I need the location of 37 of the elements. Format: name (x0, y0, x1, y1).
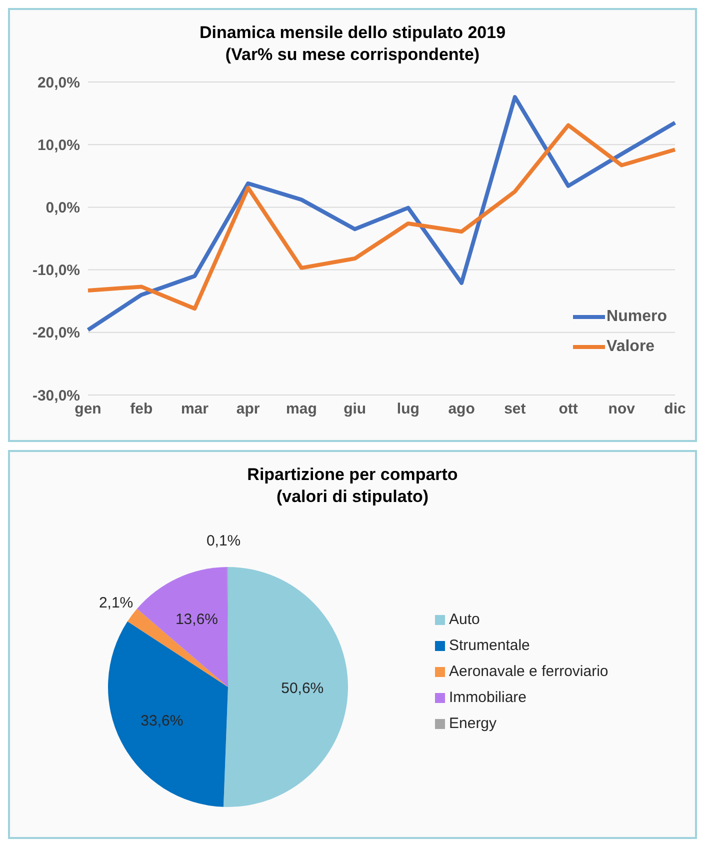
y-tick-label: 0,0% (46, 200, 80, 217)
legend-label: Numero (606, 307, 667, 327)
legend-label: Auto (449, 611, 480, 628)
legend-label: Aeronavale e ferroviario (449, 663, 608, 680)
chart-title: Ripartizione per comparto (246, 464, 459, 486)
x-tick-label: mar (180, 400, 209, 418)
x-tick-label: ott (558, 400, 578, 418)
data-label: 50,6% (281, 680, 324, 697)
x-tick-label: apr (236, 400, 260, 418)
data-label: 2,1% (98, 594, 134, 612)
legend-label: Strumentale (449, 637, 530, 654)
x-tick-label: set (504, 400, 526, 418)
x-tick-label: ago (448, 400, 475, 418)
data-label: 13,6% (175, 610, 218, 628)
legend-label: Immobiliare (449, 689, 527, 706)
x-tick-label: giu (344, 400, 366, 418)
data-label: 0,1% (206, 532, 241, 550)
x-tick-label: dic (664, 400, 686, 418)
y-tick-label: -20,0% (32, 324, 80, 342)
y-tick-label: -10,0% (32, 262, 80, 280)
chart-title: Dinamica mensile dello stipulato 2019 (198, 22, 507, 44)
legend-label: Valore (606, 337, 655, 357)
pie-slice (136, 567, 228, 687)
chart-subtitle: (Var% su mese corrispondente) (224, 44, 481, 66)
x-tick-label: feb (130, 400, 153, 418)
line-series (86, 123, 677, 311)
legend-label: Energy (449, 715, 497, 732)
y-tick-label: 20,0% (37, 74, 80, 92)
pie-slice (127, 608, 228, 687)
x-tick-label: lug (396, 400, 420, 418)
x-tick-label: mag (286, 400, 317, 418)
pie-slice (223, 567, 348, 807)
chart-subtitle: (valori di stipulato) (275, 486, 430, 508)
x-tick-label: nov (608, 400, 636, 418)
data-label: 33,6% (140, 712, 184, 730)
line-series (86, 95, 677, 332)
y-tick-label: 10,0% (37, 136, 80, 154)
